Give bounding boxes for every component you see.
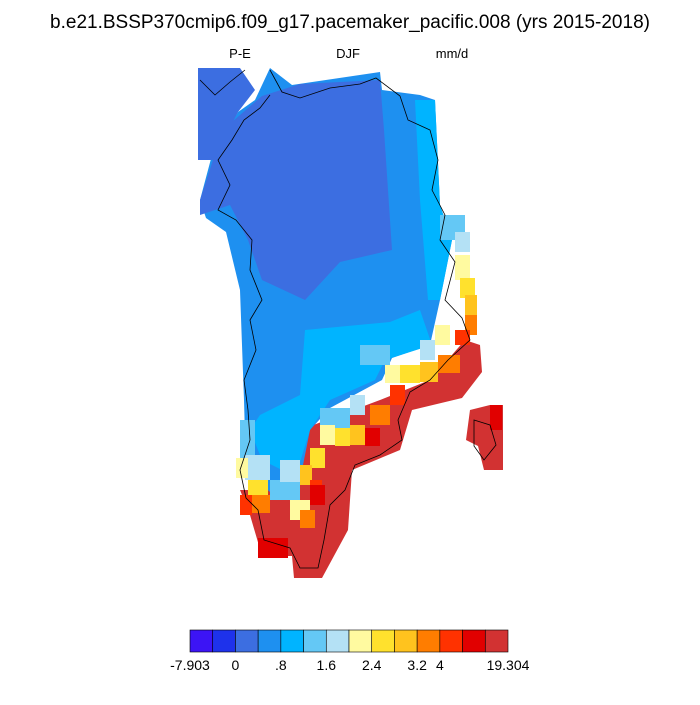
colorbar-box <box>325 629 350 653</box>
map-region <box>300 295 477 485</box>
map-region <box>240 215 465 500</box>
variable-label: P-E <box>229 46 251 61</box>
colorbar-box <box>303 629 327 653</box>
map <box>198 68 503 578</box>
units-label: mm/d <box>436 46 469 61</box>
colorbar-box <box>484 629 509 653</box>
colorbar-box <box>462 629 486 653</box>
coastline <box>199 69 497 569</box>
map-region <box>258 405 502 558</box>
colorbar-box <box>348 629 373 653</box>
colorbar-box <box>416 629 441 653</box>
colorbar: -7.903 0 .8 1.6 2.4 3.2 4 19.304 <box>170 629 530 673</box>
colorbar-tick-label: .8 <box>275 657 287 673</box>
colorbar-tick-label: 0 <box>232 657 240 673</box>
colorbar-box <box>235 629 259 653</box>
colorbar-box <box>439 629 463 653</box>
map-region <box>198 68 250 150</box>
colorbar-tick-label: 2.4 <box>362 657 382 673</box>
map-region <box>248 278 475 498</box>
map-region <box>250 315 477 528</box>
colorbar-tick-label: -7.903 <box>170 657 210 673</box>
title: b.e21.BSSP370cmip6.f09_g17.pacemaker_pac… <box>50 12 650 33</box>
colorbar-tick-label: 4 <box>436 657 444 673</box>
map-region <box>415 100 452 300</box>
colorbar-tick-label: 1.6 <box>317 657 337 673</box>
map-region <box>245 232 470 482</box>
colorbar-box <box>212 629 236 653</box>
colorbar-box <box>189 629 214 653</box>
colorbar-tick-label: 19.304 <box>487 657 530 673</box>
colorbar-box <box>257 629 282 653</box>
map-region <box>236 255 470 520</box>
map-region <box>198 68 392 300</box>
colorbar-box <box>394 629 418 653</box>
colorbar-tick-label: 3.2 <box>407 657 427 673</box>
colorbar-box <box>371 629 395 653</box>
season-label: DJF <box>336 46 360 61</box>
colorbar-box <box>280 629 304 653</box>
